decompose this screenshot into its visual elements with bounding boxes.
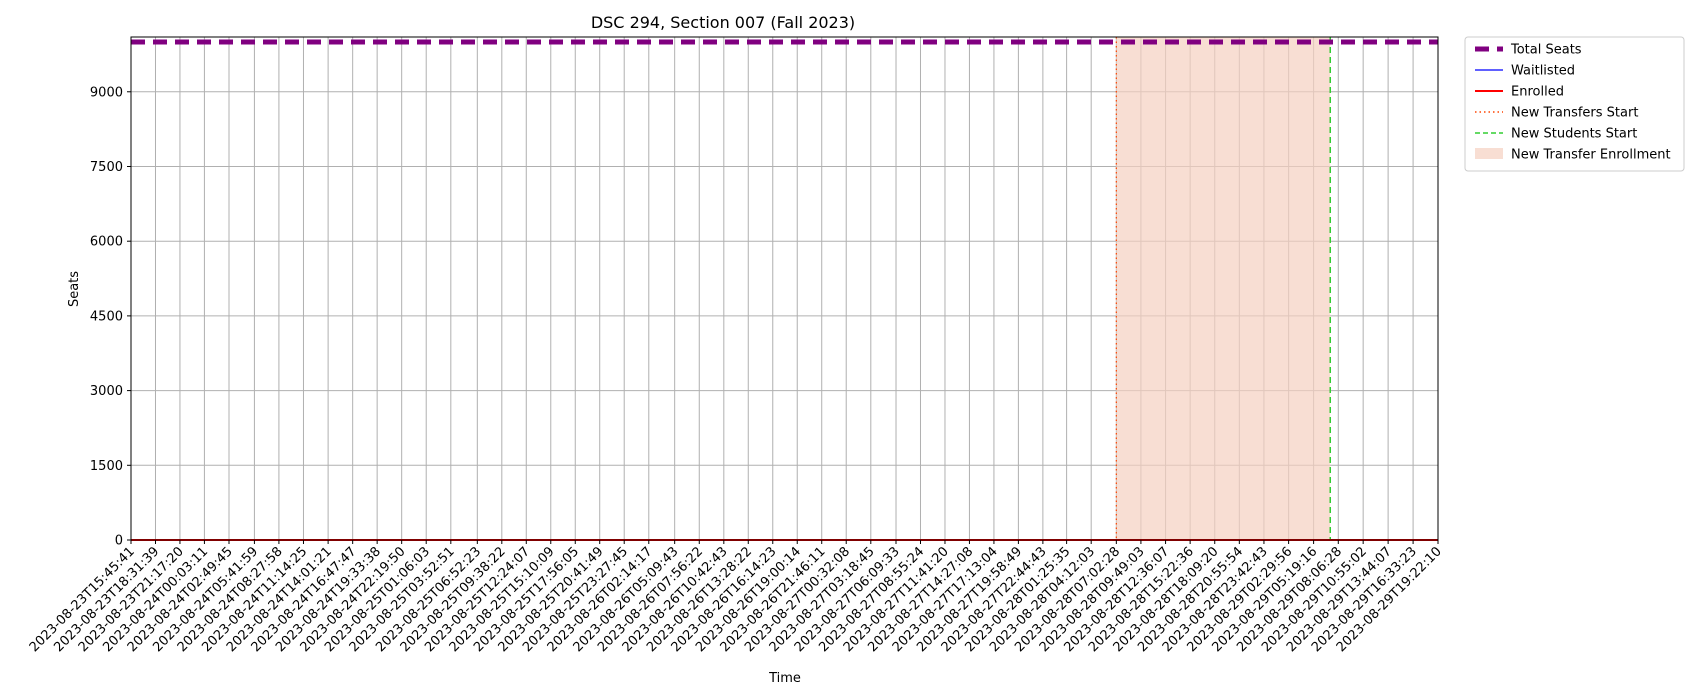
legend-label: New Transfers Start <box>1511 106 1638 121</box>
plot-frame <box>130 36 1439 541</box>
y-tick-label: 9000 <box>90 85 123 100</box>
y-tick-label: 4500 <box>90 309 123 324</box>
y-axis-label: Seats <box>67 271 82 307</box>
y-tick-label: 1500 <box>90 459 123 474</box>
legend-label: Waitlisted <box>1511 64 1575 79</box>
legend-label: New Transfer Enrollment <box>1511 148 1671 163</box>
x-axis: 2023-08-23T15:45:412023-08-23T18:31:3920… <box>27 540 1445 655</box>
legend-label: Enrolled <box>1511 85 1564 100</box>
legend-box <box>1464 36 1685 172</box>
legend-label: New Students Start <box>1511 127 1637 142</box>
y-tick-label: 0 <box>115 534 123 549</box>
y-tick-label: 7500 <box>90 160 123 175</box>
y-tick-label: 6000 <box>90 235 123 250</box>
y-tick-label: 3000 <box>90 384 123 399</box>
legend-label: Total Seats <box>1510 43 1582 58</box>
span-regions <box>1116 37 1331 540</box>
legend-swatch <box>1475 148 1503 159</box>
legend: Total Seats Waitlisted Enrolled New Transfe… <box>1464 36 1685 172</box>
chart-title: DSC 294, Section 007 (Fall 2023) <box>591 13 855 32</box>
y-axis: 0 1500 3000 4500 6000 7500 9000 <box>90 85 131 549</box>
x-axis-label: Time <box>768 671 801 686</box>
span-region <box>1116 37 1331 540</box>
marker-lines <box>1115 37 1331 540</box>
